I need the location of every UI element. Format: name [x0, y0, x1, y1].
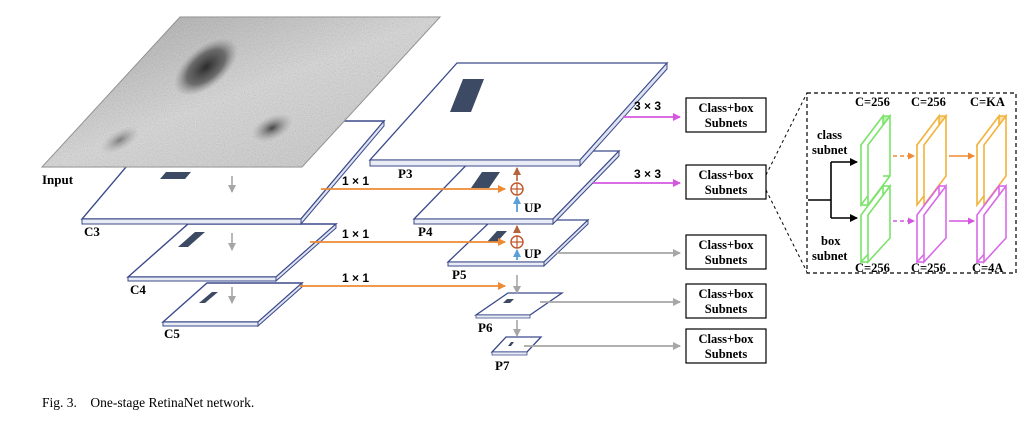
subnet-box-4-line1: Class+box: [698, 287, 754, 301]
sum-icon-p3: [510, 182, 524, 196]
class-subnet-label-1: class: [817, 128, 842, 142]
input-image-plane: [40, 16, 442, 168]
class-layer-1: [859, 113, 892, 208]
head-arrows: [524, 113, 681, 350]
subnet-box-4-line2: Subnets: [705, 302, 748, 316]
p5-label: P5: [452, 267, 467, 282]
top-channel-label-3: C=KA: [970, 95, 1005, 109]
callout-line-top: [765, 92, 808, 176]
box-subnet-label-2: subnet: [812, 249, 848, 263]
lateral-connections: [300, 185, 506, 290]
lateral-op-3: 1 × 1: [342, 271, 369, 285]
subnet-box-3-line1: Class+box: [698, 238, 754, 252]
subnet-box-5-line2: Subnets: [705, 347, 748, 361]
top-channel-label-2: C=256: [911, 95, 946, 109]
c5-label: C5: [164, 326, 180, 341]
c3-label: C3: [84, 224, 100, 239]
class-subnet-label-2: subnet: [812, 143, 848, 157]
sum-icon-p4: [510, 235, 524, 249]
subnet-box-5-line1: Class+box: [698, 332, 754, 346]
subnet-box-4: Class+box Subnets: [685, 283, 767, 319]
c4-feature-block: [178, 232, 205, 247]
plane-p3: [368, 61, 669, 168]
box-layer-1: [860, 183, 891, 265]
p4-label: P4: [418, 224, 433, 239]
subnet-detail-inset: class subnet box subnet C=256 C=256 C=KA…: [806, 92, 1017, 275]
top-channel-label-1: C=256: [855, 95, 890, 109]
plane-p7: [490, 336, 543, 356]
subnet-box-5: Class+box Subnets: [685, 328, 767, 364]
box-layer-2: [916, 183, 947, 265]
bottom-channel-label-2: C=256: [911, 261, 946, 275]
subnet-box-3-line2: Subnets: [705, 253, 748, 267]
box-subnet-label-1: box: [821, 234, 841, 248]
box-layer-3: [976, 183, 1007, 265]
bottom-channel-label-3: C=4A: [972, 261, 1003, 275]
top-down-pathway: [510, 167, 524, 337]
subnet-box-2: Class+box Subnets: [685, 164, 767, 200]
subnet-box-1-line2: Subnets: [705, 116, 748, 130]
p6-label: P6: [478, 320, 493, 335]
subnet-box-2-line1: Class+box: [698, 168, 754, 182]
p3-label: P3: [398, 166, 413, 181]
callout-line-bottom: [765, 189, 808, 273]
c4-label: C4: [130, 282, 146, 297]
bottom-channel-label-1: C=256: [855, 261, 890, 275]
class-layer-3: [975, 113, 1008, 208]
up-label-2: UP: [524, 246, 541, 261]
lateral-op-2: 1 × 1: [342, 227, 369, 241]
class-layer-2: [915, 113, 948, 208]
input-label: Input: [42, 172, 74, 187]
lateral-op-1: 1 × 1: [342, 174, 369, 188]
head-op-p4: 3 × 3: [634, 167, 661, 181]
subnet-box-3: Class+box Subnets: [685, 234, 767, 270]
c3-feature-block: [160, 172, 191, 179]
head-op-p3: 3 × 3: [634, 99, 661, 113]
subnet-box-2-line2: Subnets: [705, 183, 748, 197]
p7-label: P7: [495, 358, 510, 373]
c5-feature-block: [199, 292, 218, 303]
up-label-1: UP: [524, 200, 541, 215]
subnet-box-1: Class+box Subnets: [685, 97, 767, 133]
plane-p6: [473, 292, 565, 319]
plane-c4: [126, 222, 338, 283]
subnet-box-1-line1: Class+box: [698, 101, 754, 115]
figure-caption: Fig. 3. One-stage RetinaNet network.: [42, 395, 255, 410]
